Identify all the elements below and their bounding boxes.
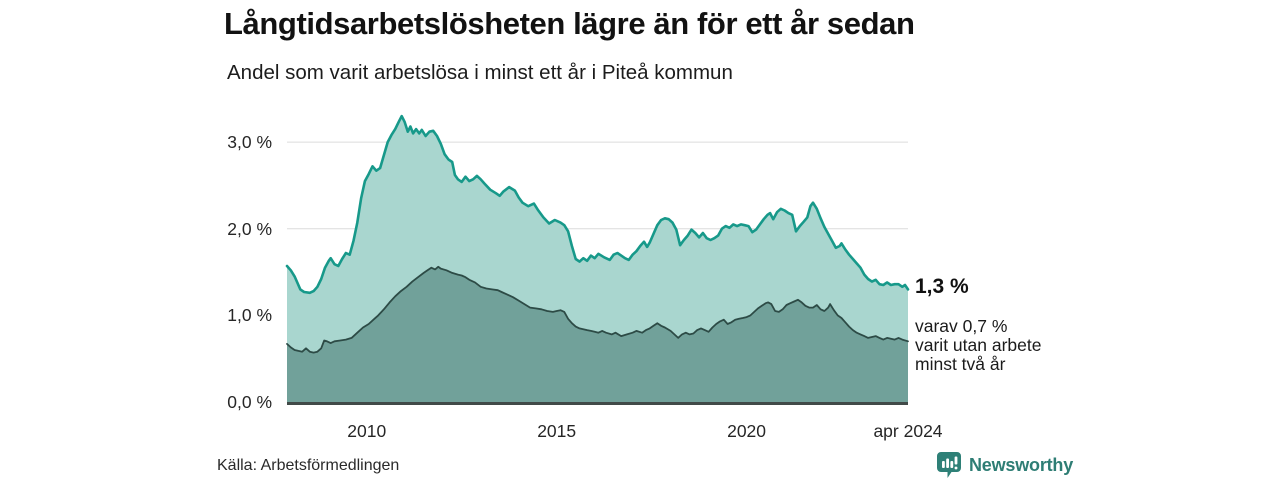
y-axis-tick-label: 0,0 % — [227, 392, 272, 412]
y-axis-tick-label: 1,0 % — [227, 305, 272, 326]
source-label: Källa: Arbetsförmedlingen — [217, 457, 400, 474]
x-axis-tick-label: apr 2024 — [873, 421, 943, 441]
chart-title: Långtidsarbetslösheten lägre än för ett … — [224, 6, 915, 41]
y-axis-tick-label: 3,0 % — [227, 132, 272, 153]
x-axis-tick-label: 2010 — [347, 421, 387, 441]
end-value-label: 1,3 % — [915, 275, 969, 299]
end-note-label: varav 0,7 % varit utan arbete minst två … — [915, 316, 1042, 375]
newsworthy-logo: Newsworthy — [936, 451, 1073, 479]
x-axis-tick-label: 2015 — [537, 421, 577, 441]
x-axis-tick-label: 2020 — [727, 421, 767, 441]
newsworthy-logo-icon — [937, 452, 961, 478]
chart-subtitle: Andel som varit arbetslösa i minst ett å… — [227, 61, 733, 84]
y-axis-tick-label: 2,0 % — [227, 218, 272, 239]
newsworthy-logo-text: Newsworthy — [969, 454, 1074, 475]
